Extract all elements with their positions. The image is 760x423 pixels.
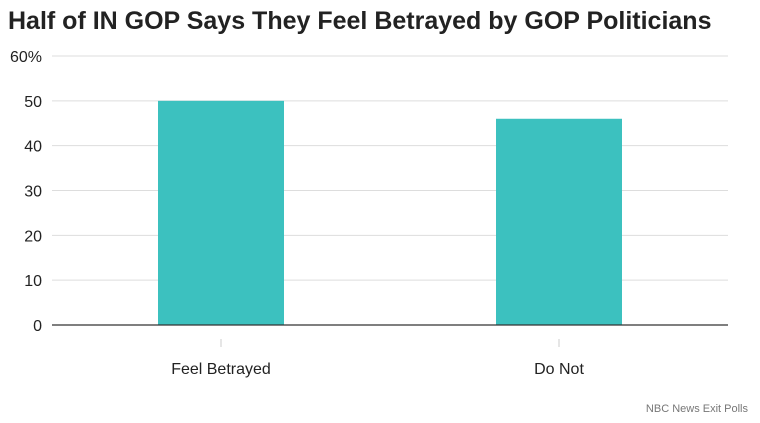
chart-title: Half of IN GOP Says They Feel Betrayed b… (8, 7, 712, 35)
source-note: NBC News Exit Polls (645, 403, 748, 415)
y-tick-label: 60% (10, 49, 42, 66)
x-tick-label: Do Not (534, 361, 584, 378)
x-tick-label: Feel Betrayed (171, 361, 271, 378)
y-tick-label: 50 (24, 94, 42, 111)
y-tick-label: 10 (24, 273, 42, 290)
y-tick-label: 20 (24, 228, 42, 245)
y-tick-label: 40 (24, 139, 42, 156)
y-tick-label: 30 (24, 184, 42, 201)
bar (158, 100, 284, 325)
y-tick-label: 0 (33, 318, 42, 335)
bar (496, 118, 622, 326)
